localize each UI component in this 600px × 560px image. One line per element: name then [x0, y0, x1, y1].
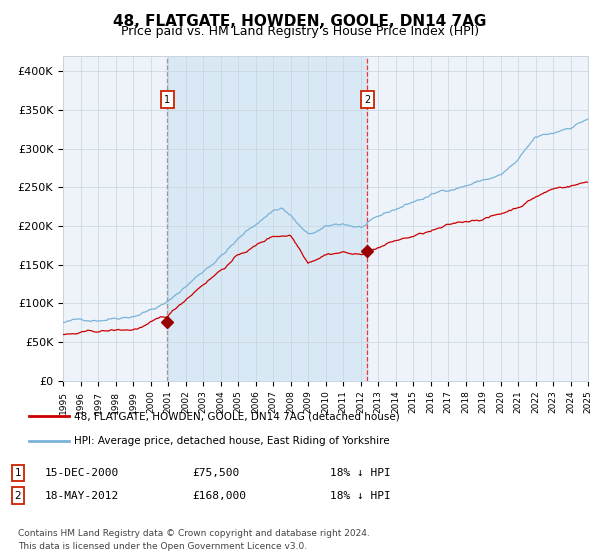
Text: 18-MAY-2012: 18-MAY-2012	[45, 491, 119, 501]
Text: £168,000: £168,000	[192, 491, 246, 501]
Text: HPI: Average price, detached house, East Riding of Yorkshire: HPI: Average price, detached house, East…	[74, 436, 390, 446]
Text: 48, FLATGATE, HOWDEN, GOOLE, DN14 7AG (detached house): 48, FLATGATE, HOWDEN, GOOLE, DN14 7AG (d…	[74, 411, 400, 421]
Text: Price paid vs. HM Land Registry's House Price Index (HPI): Price paid vs. HM Land Registry's House …	[121, 25, 479, 38]
Text: 2: 2	[14, 491, 22, 501]
Text: This data is licensed under the Open Government Licence v3.0.: This data is licensed under the Open Gov…	[18, 542, 307, 551]
Text: Contains HM Land Registry data © Crown copyright and database right 2024.: Contains HM Land Registry data © Crown c…	[18, 529, 370, 538]
Text: 18% ↓ HPI: 18% ↓ HPI	[330, 491, 391, 501]
Text: 1: 1	[164, 95, 170, 105]
Text: 48, FLATGATE, HOWDEN, GOOLE, DN14 7AG: 48, FLATGATE, HOWDEN, GOOLE, DN14 7AG	[113, 14, 487, 29]
Bar	[167, 56, 367, 381]
Text: 1: 1	[14, 468, 22, 478]
Text: 2: 2	[364, 95, 370, 105]
Text: 18% ↓ HPI: 18% ↓ HPI	[330, 468, 391, 478]
Text: 15-DEC-2000: 15-DEC-2000	[45, 468, 119, 478]
Text: £75,500: £75,500	[192, 468, 239, 478]
